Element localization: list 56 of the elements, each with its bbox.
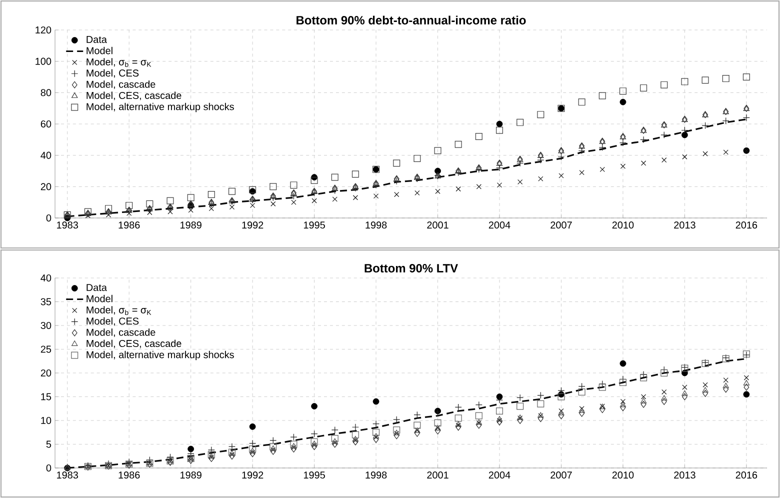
x-tick-label: 1992 — [242, 472, 264, 479]
x-tick-label: 1986 — [118, 222, 140, 229]
x-tick-label: 1998 — [366, 222, 387, 229]
legend-label: Model, alternative markup shocks — [86, 102, 234, 112]
x-tick-label: 2016 — [736, 222, 758, 229]
y-tick-label: 30 — [40, 322, 52, 330]
y-tick-label: 35 — [40, 298, 52, 306]
y-tick-label: 10 — [41, 416, 52, 424]
x-tick-label: 2010 — [612, 472, 634, 479]
legend-label: Model, cascade — [86, 328, 156, 337]
chart-title: Bottom 90% LTV — [364, 264, 458, 272]
legend-label: Model, CES, cascade — [86, 340, 182, 348]
x-tick-label: 1989 — [180, 472, 202, 479]
y-tick-label: 80 — [40, 89, 52, 96]
legend-label: Model, cascade — [86, 80, 156, 89]
y-tick-label: 0 — [46, 464, 52, 472]
x-tick-label: 1992 — [242, 222, 264, 229]
x-tick-label: 1995 — [304, 472, 325, 479]
legend-label: Model, CES — [86, 69, 139, 78]
x-tick-label: 2001 — [427, 222, 448, 229]
y-tick-label: 5 — [46, 440, 52, 448]
x-tick-label: 2016 — [736, 472, 758, 479]
x-tick-label: 2010 — [612, 222, 634, 229]
x-tick-label: 1998 — [366, 472, 387, 479]
y-tick-label: 40 — [40, 274, 52, 282]
x-tick-label: 2007 — [550, 222, 572, 229]
x-tick-label: 2007 — [550, 472, 572, 479]
legend-label: Data — [86, 36, 107, 43]
y-tick-label: 120 — [36, 26, 52, 34]
legend-label: Model, alternative markup shocks — [86, 350, 234, 360]
legend-label: Data — [86, 284, 107, 292]
y-tick-label: 0 — [46, 214, 52, 222]
y-tick-label: 60 — [40, 120, 52, 128]
x-tick-label: 2004 — [488, 222, 510, 229]
legend-label: Model — [86, 294, 112, 302]
y-tick-label: 100 — [36, 58, 52, 65]
x-tick-label: 1986 — [118, 472, 140, 479]
legend-label: Model, σ$_{b}$ = σ$_{K}$ — [86, 58, 152, 67]
y-tick-label: 20 — [40, 183, 52, 190]
legend-label: Model, σ$_{b}$ = σ$_{K}$ — [86, 306, 152, 316]
x-tick-label: 2013 — [674, 222, 696, 229]
x-tick-label: 2013 — [674, 472, 696, 479]
x-tick-label: 1995 — [304, 222, 325, 229]
x-tick-label: 1989 — [180, 222, 202, 229]
chart-title: Bottom 90% debt-to-annual-income ratio — [296, 16, 526, 24]
y-tick-label: 25 — [40, 346, 52, 353]
y-tick-label: 40 — [40, 152, 52, 159]
legend-label: Model, CES, cascade — [86, 92, 182, 100]
legend-label: Model, CES — [86, 317, 139, 326]
y-tick-label: 20 — [40, 369, 52, 377]
x-tick-label: 2001 — [427, 472, 448, 479]
x-tick-label: 1983 — [57, 222, 78, 229]
x-tick-label: 1983 — [57, 472, 78, 479]
legend-label: Model — [86, 46, 112, 54]
y-tick-label: 15 — [41, 393, 52, 400]
x-tick-label: 2004 — [488, 472, 510, 479]
